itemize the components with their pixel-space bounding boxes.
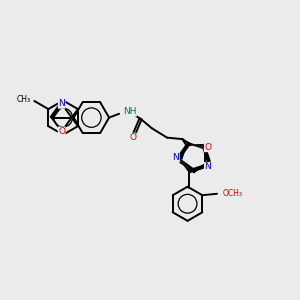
- Text: CH₃: CH₃: [17, 95, 31, 104]
- Text: NH: NH: [123, 107, 136, 116]
- Text: O: O: [129, 133, 136, 142]
- Text: N: N: [172, 153, 179, 162]
- Text: N: N: [58, 99, 65, 108]
- Text: N: N: [205, 162, 211, 171]
- Text: O: O: [204, 143, 211, 152]
- Text: OCH₃: OCH₃: [222, 189, 242, 198]
- Text: O: O: [58, 127, 65, 136]
